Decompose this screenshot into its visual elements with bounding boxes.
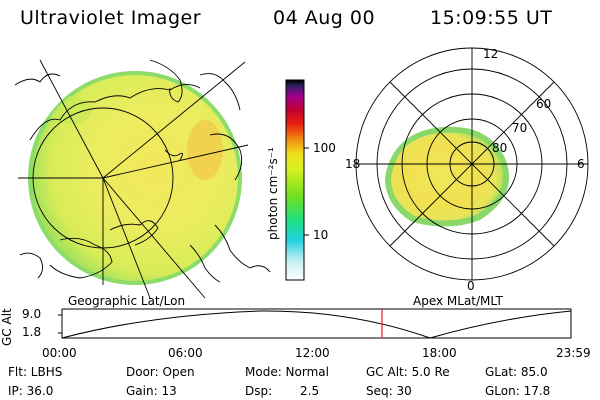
time-label: 15:09:55 UT [430, 7, 553, 29]
glat-info: GLat: 85.0 [485, 365, 548, 379]
mlt-label-18: 18 [345, 157, 361, 171]
lat-label-60: 60 [536, 97, 552, 111]
gc-alt-info: GC Alt: 5.0 Re [366, 365, 450, 379]
xtick-0600: 06:00 [168, 346, 203, 360]
altitude-plot [58, 308, 572, 339]
altitude-ylabel: GC Alt [0, 308, 14, 346]
altitude-ytick-1-8: 1.8 [22, 325, 42, 339]
colorbar-tick-100: 100 [313, 141, 336, 155]
altitude-frame [61, 308, 572, 339]
dsp-label: Dsp: [245, 384, 273, 398]
xtick-2359: 23:59 [556, 346, 591, 360]
ip-info: IP: 36.0 [8, 384, 54, 398]
xtick-1800: 18:00 [422, 346, 457, 360]
mlt-label-12: 12 [483, 47, 499, 61]
date-label: 04 Aug 00 [273, 7, 376, 29]
auroral-oval [391, 132, 504, 221]
altitude-curve [61, 310, 572, 339]
image-disk [32, 75, 238, 281]
mlt-label-6: 6 [577, 157, 585, 171]
colorbar-tick-10: 10 [313, 228, 329, 242]
colorbar-unit-label: photon cm⁻²s⁻¹ [266, 147, 280, 240]
instrument-title: Ultraviolet Imager [20, 7, 202, 29]
lat-label-70: 70 [512, 121, 528, 135]
seq-info: Seq: 30 [366, 384, 412, 398]
color-scale [285, 79, 305, 281]
altitude-ytick-9: 9.0 [22, 307, 42, 321]
polar-mlt-plot [355, 47, 589, 281]
flight-info: Flt: LBHS [8, 365, 63, 379]
bright-emission-region [187, 120, 223, 180]
color-bar [285, 79, 309, 281]
glon-info: GLon: 17.8 [485, 384, 551, 398]
polar-grid [355, 47, 589, 281]
door-info: Door: Open [126, 365, 195, 379]
gain-info: Gain: 13 [126, 384, 177, 398]
xtick-0000: 00:00 [42, 346, 77, 360]
geographic-caption: Geographic Lat/Lon [68, 294, 186, 308]
mode-info: Mode: Normal [245, 365, 329, 379]
apex-caption: Apex MLat/MLT [413, 294, 503, 308]
dsp-value: 2.5 [300, 384, 320, 398]
xtick-1200: 12:00 [295, 346, 330, 360]
coastlines [14, 59, 271, 283]
mlt-label-0: 0 [467, 279, 475, 293]
latlon-grid [18, 59, 249, 299]
geographic-image-panel [14, 59, 271, 299]
lat-label-80: 80 [492, 141, 508, 155]
